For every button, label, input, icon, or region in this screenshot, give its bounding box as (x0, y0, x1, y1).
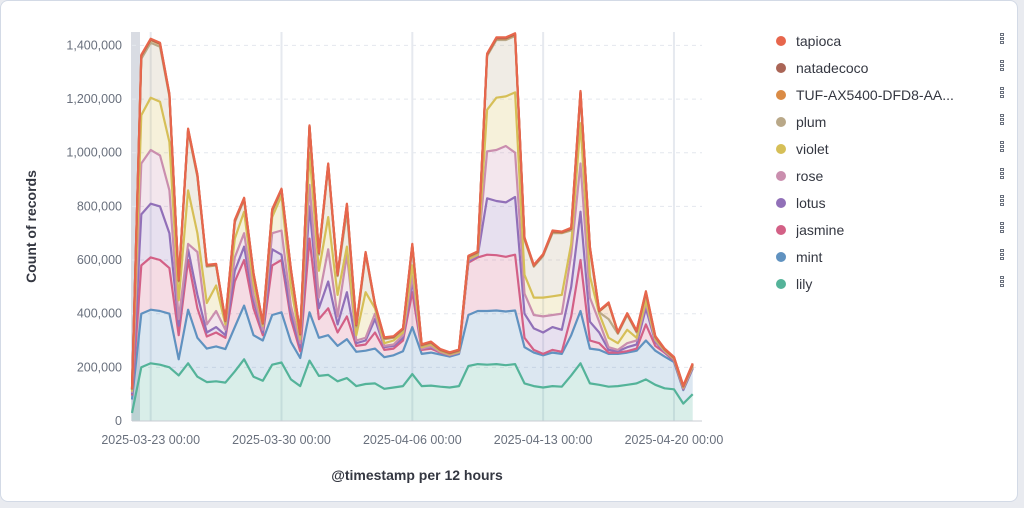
legend-options-icon[interactable] (1000, 87, 1006, 101)
legend-item[interactable]: natadecoco (776, 54, 1006, 81)
x-axis-title: @timestamp per 12 hours (331, 467, 503, 483)
legend-options-icon[interactable] (1000, 141, 1006, 155)
legend-color-swatch (776, 197, 786, 208)
legend-options-icon[interactable] (1000, 195, 1006, 209)
legend-label: jasmine (796, 221, 845, 238)
series-line-5 (130, 91, 694, 392)
legend-item[interactable]: lotus (776, 189, 1006, 216)
legend-color-swatch (776, 62, 786, 73)
series-line-4 (130, 144, 694, 393)
legend-options-icon[interactable] (1000, 33, 1006, 47)
y-tick-label: 600,000 (77, 253, 122, 267)
legend-label: TUF-AX5400-DFD8-AA... (796, 86, 954, 103)
y-tick-label: 400,000 (77, 307, 122, 321)
legend-options-icon[interactable] (1000, 249, 1006, 263)
x-tick-label: 2025-03-23 00:00 (101, 433, 200, 447)
legend-item[interactable]: lily (776, 270, 1006, 297)
legend-item[interactable]: mint (776, 243, 1006, 270)
legend-item[interactable]: TUF-AX5400-DFD8-AA... (776, 81, 1006, 108)
series-area-0 (132, 359, 693, 421)
legend-color-swatch (776, 278, 786, 289)
legend-label: mint (796, 248, 823, 265)
legend-label: plum (796, 113, 827, 130)
chart-legend: tapioca natadecoco TUF-AX5400-DFD8-AA... pl… (776, 27, 1006, 297)
y-tick-label: 200,000 (77, 360, 122, 374)
legend-item[interactable]: tapioca (776, 27, 1006, 54)
legend-options-icon[interactable] (1000, 60, 1006, 74)
series-area-2 (132, 238, 693, 400)
legend-item[interactable]: plum (776, 108, 1006, 135)
legend-label: lily (796, 275, 813, 292)
legend-item[interactable]: jasmine (776, 216, 1006, 243)
series-line-1 (130, 304, 694, 400)
stacked-area-chart[interactable]: 0 200,000 400,000 600,000 800,000 1,000,000 1,… (1, 1, 761, 501)
x-tick-label: 2025-04-20 00:00 (625, 433, 724, 447)
x-tick-label: 2025-04-13 00:00 (494, 433, 593, 447)
y-tick-label: 0 (115, 414, 122, 428)
y-tick-label: 1,200,000 (66, 92, 122, 106)
legend-options-icon[interactable] (1000, 168, 1006, 182)
y-tick-label: 1,400,000 (66, 38, 122, 52)
legend-color-swatch (776, 35, 786, 46)
legend-color-swatch (776, 143, 786, 154)
series-line-2 (130, 237, 694, 396)
x-tick-label: 2025-04-06 00:00 (363, 433, 462, 447)
x-tick-label: 2025-03-30 00:00 (232, 433, 331, 447)
legend-options-icon[interactable] (1000, 276, 1006, 290)
y-tick-label: 1,000,000 (66, 146, 122, 160)
legend-item[interactable]: rose (776, 162, 1006, 189)
legend-label: rose (796, 167, 824, 184)
legend-color-swatch (776, 89, 786, 100)
legend-color-swatch (776, 224, 786, 235)
legend-item[interactable]: violet (776, 135, 1006, 162)
legend-options-icon[interactable] (1000, 222, 1006, 236)
series-area-1 (132, 305, 693, 413)
legend-label: tapioca (796, 32, 842, 49)
legend-label: lotus (796, 194, 826, 211)
series-line-0 (130, 358, 694, 414)
legend-label: violet (796, 140, 829, 157)
series-area-3 (132, 197, 693, 396)
legend-label: natadecoco (796, 59, 869, 76)
series-line-9 (130, 32, 694, 389)
y-axis-title: Count of records (23, 170, 39, 283)
y-tick-label: 800,000 (77, 199, 122, 213)
legend-color-swatch (776, 251, 786, 262)
legend-color-swatch (776, 116, 786, 127)
legend-color-swatch (776, 170, 786, 181)
legend-options-icon[interactable] (1000, 114, 1006, 128)
